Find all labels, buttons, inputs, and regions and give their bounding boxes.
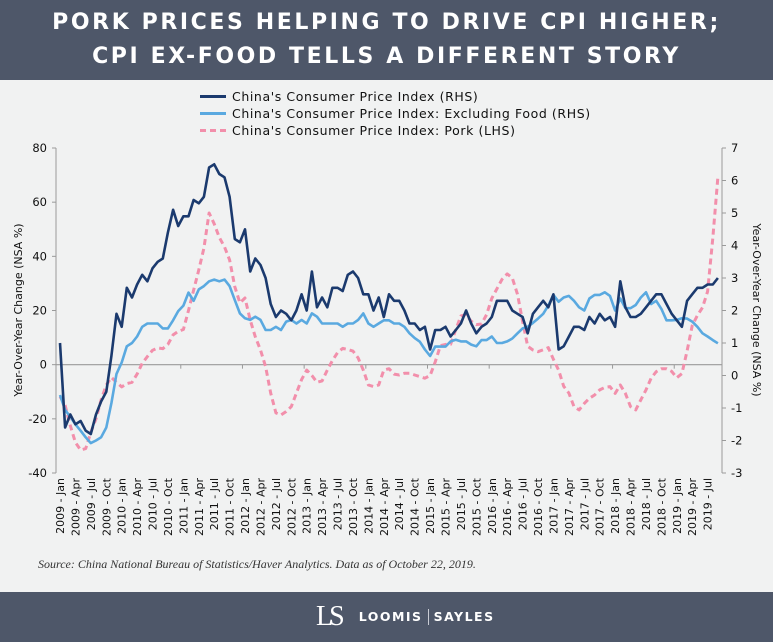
x-tick-label: 2012 - Apr bbox=[254, 478, 267, 536]
x-tick-label: 2014 - Jan bbox=[362, 478, 375, 534]
legend-item-pork: China's Consumer Price Index: Pork (LHS) bbox=[200, 122, 591, 139]
x-tick-label: 2011 - Jan bbox=[177, 478, 190, 534]
x-tick-label: 2011 - Jul bbox=[208, 478, 221, 530]
right-y-tick-label: -1 bbox=[731, 401, 742, 415]
x-tick-label: 2015 - Jul bbox=[455, 478, 468, 530]
x-tick-label: 2015 - Oct bbox=[470, 477, 483, 536]
logo-word-left: LOOMIS bbox=[358, 608, 423, 624]
right-y-tick-label: -2 bbox=[731, 434, 742, 448]
x-tick-label: 2009 - Jul bbox=[85, 478, 98, 530]
loomis-sayles-logo: LS LOOMIS SAYLES bbox=[316, 602, 495, 632]
right-y-tick-label: 4 bbox=[731, 239, 738, 253]
chart-title-line-2: CPI EX-FOOD TELLS A DIFFERENT STORY bbox=[92, 44, 681, 69]
right-y-axis-title: Year-Over-Year Change (NSA %) bbox=[750, 222, 763, 396]
right-y-tick-label: 1 bbox=[731, 336, 738, 350]
x-tick-label: 2009 - Oct bbox=[100, 477, 113, 536]
x-tick-label: 2012 - Jan bbox=[239, 478, 252, 534]
x-tick-label: 2010 - Jul bbox=[147, 478, 160, 530]
left-y-tick-label: 40 bbox=[32, 249, 47, 263]
left-y-tick-label: -20 bbox=[28, 412, 47, 426]
x-tick-label: 2015 - Apr bbox=[440, 478, 453, 536]
x-tick-label: 2009 - Jan bbox=[54, 478, 67, 534]
x-tick-label: 2011 - Apr bbox=[193, 478, 206, 536]
x-tick-label: 2018 - Apr bbox=[625, 478, 638, 536]
right-y-tick-label: 0 bbox=[731, 369, 738, 383]
logo-wordmark: LOOMIS SAYLES bbox=[359, 609, 495, 626]
x-tick-label: 2010 - Apr bbox=[131, 478, 144, 536]
right-y-tick-label: 2 bbox=[731, 304, 738, 318]
logo-word-right: SAYLES bbox=[433, 608, 495, 624]
x-tick-label: 2011 - Oct bbox=[224, 477, 237, 536]
x-tick-label: 2014 - Oct bbox=[409, 477, 422, 536]
x-tick-label: 2013 - Jul bbox=[332, 478, 345, 530]
legend-swatch-pork bbox=[200, 129, 226, 132]
x-tick-label: 2016 - Jul bbox=[517, 478, 530, 530]
left-y-tick-label: 20 bbox=[32, 304, 47, 318]
left-y-tick-label: 0 bbox=[40, 358, 47, 372]
x-tick-label: 2016 - Jan bbox=[486, 478, 499, 534]
right-y-tick-label: 5 bbox=[731, 206, 738, 220]
x-tick-label: 2013 - Apr bbox=[316, 478, 329, 536]
right-y-tick-label: -3 bbox=[731, 466, 742, 480]
x-tick-label: 2019 - Jul bbox=[702, 478, 715, 530]
right-y-tick-label: 7 bbox=[731, 141, 738, 155]
x-tick-label: 2017 - Oct bbox=[594, 477, 607, 536]
x-tick-label: 2010 - Jan bbox=[116, 478, 129, 534]
x-tick-label: 2013 - Oct bbox=[347, 477, 360, 536]
right-y-tick-label: 6 bbox=[731, 174, 738, 188]
legend-label-cpi-ex-food: China's Consumer Price Index: Excluding … bbox=[232, 106, 591, 121]
logo-divider bbox=[427, 609, 429, 626]
x-tick-label: 2016 - Apr bbox=[501, 478, 514, 536]
legend-label-pork: China's Consumer Price Index: Pork (LHS) bbox=[232, 123, 516, 138]
x-tick-label: 2018 - Oct bbox=[655, 477, 668, 536]
title-banner: PORK PRICES HELPING TO DRIVE CPI HIGHER;… bbox=[0, 0, 773, 80]
x-tick-label: 2016 - Oct bbox=[532, 477, 545, 536]
legend-label-cpi: China's Consumer Price Index (RHS) bbox=[232, 89, 479, 104]
series-line-cpi bbox=[58, 163, 719, 436]
legend-item-cpi-ex-food: China's Consumer Price Index: Excluding … bbox=[200, 105, 591, 122]
x-tick-label: 2009 - Apr bbox=[69, 478, 82, 536]
x-tick-label: 2014 - Jul bbox=[393, 478, 406, 530]
x-tick-label: 2017 - Jul bbox=[578, 478, 591, 530]
x-tick-label: 2013 - Jan bbox=[301, 478, 314, 534]
chart-title-line-1: PORK PRICES HELPING TO DRIVE CPI HIGHER; bbox=[52, 10, 721, 35]
left-y-tick-label: 80 bbox=[32, 141, 47, 155]
x-tick-label: 2018 - Jan bbox=[609, 478, 622, 534]
left-y-tick-label: -40 bbox=[28, 466, 47, 480]
source-note: Source: China National Bureau of Statist… bbox=[38, 557, 476, 571]
legend-swatch-cpi bbox=[200, 95, 226, 98]
x-tick-label: 2012 - Oct bbox=[285, 477, 298, 536]
left-y-axis-title: Year-Over-Year Change (NSA %) bbox=[12, 223, 25, 397]
left-y-tick-label: 60 bbox=[32, 195, 47, 209]
x-tick-label: 2018 - Jul bbox=[640, 478, 653, 530]
legend-item-cpi: China's Consumer Price Index (RHS) bbox=[200, 88, 591, 105]
x-tick-label: 2019 - Apr bbox=[686, 478, 699, 536]
legend: China's Consumer Price Index (RHS) China… bbox=[200, 88, 591, 139]
series-line-pork bbox=[58, 176, 720, 452]
x-tick-label: 2017 - Jan bbox=[547, 478, 560, 534]
right-y-tick-label: 3 bbox=[731, 271, 738, 285]
legend-swatch-cpi-ex-food bbox=[200, 112, 226, 115]
series-line-cpi-ex-food bbox=[58, 278, 719, 445]
x-tick-label: 2014 - Apr bbox=[378, 478, 391, 536]
x-tick-label: 2019 - Jan bbox=[671, 478, 684, 534]
x-tick-label: 2015 - Jan bbox=[424, 478, 437, 534]
footer-banner: LS LOOMIS SAYLES bbox=[0, 592, 773, 642]
x-tick-label: 2012 - Jul bbox=[270, 478, 283, 530]
x-tick-label: 2017 - Apr bbox=[563, 478, 576, 536]
x-tick-label: 2010 - Oct bbox=[162, 477, 175, 536]
logo-mark: LS bbox=[316, 601, 345, 632]
